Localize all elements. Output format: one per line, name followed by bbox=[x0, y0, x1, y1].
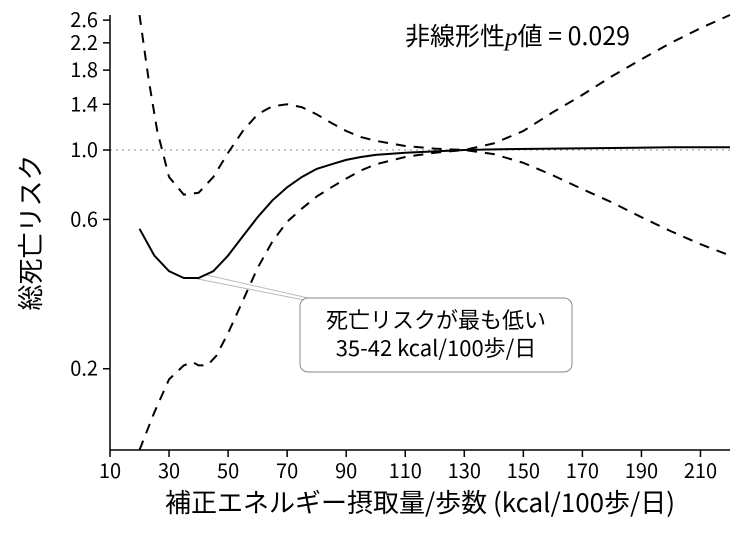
x-tick-label: 110 bbox=[389, 455, 422, 484]
pvalue-suffix: 値 = bbox=[518, 17, 568, 53]
y-tick-label: 2.6 bbox=[70, 4, 98, 33]
x-tick-label: 210 bbox=[684, 455, 717, 484]
pvalue-prefix: 非線形性 bbox=[405, 17, 505, 53]
y-tick-label: 1.8 bbox=[70, 54, 98, 83]
x-tick-label: 130 bbox=[448, 455, 481, 484]
pvalue-value: 0.029 bbox=[568, 17, 630, 53]
x-tick-label: 30 bbox=[158, 455, 180, 484]
x-tick-label: 170 bbox=[566, 455, 599, 484]
x-tick-label: 90 bbox=[335, 455, 357, 484]
y-tick-label: 0.2 bbox=[70, 353, 98, 382]
x-tick-label: 190 bbox=[625, 455, 658, 484]
pvalue-p: p bbox=[503, 24, 518, 51]
x-axis-label: 補正エネルギー摂取量/歩数 (kcal/100歩/日) bbox=[165, 483, 675, 520]
x-tick-label: 10 bbox=[99, 455, 121, 484]
pvalue-annotation: 非線形性p値 = 0.029 bbox=[405, 17, 630, 53]
x-tick-label: 70 bbox=[276, 455, 298, 484]
x-tick-label: 150 bbox=[507, 455, 540, 484]
y-tick-label: 1.4 bbox=[70, 88, 98, 117]
y-tick-label: 1.0 bbox=[70, 134, 98, 163]
y-axis-label: 総死亡リスク bbox=[11, 154, 48, 310]
callout-line2: 35-42 kcal/100歩/日 bbox=[336, 331, 537, 363]
x-tick-label: 50 bbox=[217, 455, 239, 484]
y-tick-label: 0.6 bbox=[70, 203, 98, 232]
